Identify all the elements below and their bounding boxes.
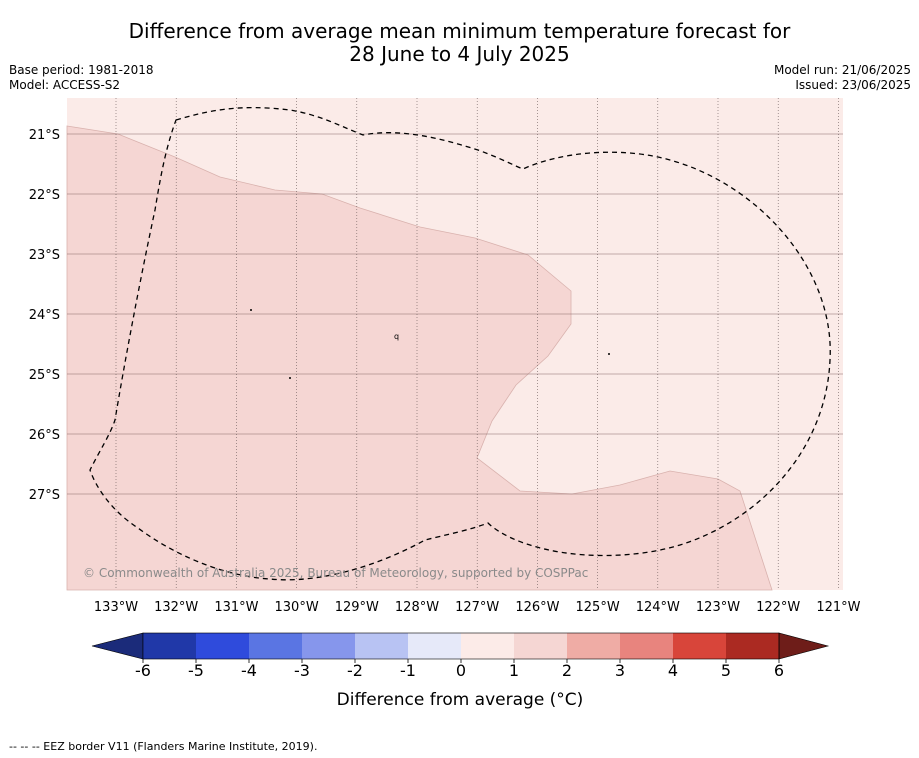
island-marker <box>289 377 291 379</box>
lon-tick-label: 122°W <box>756 600 800 615</box>
lat-tick-label: 24°S <box>29 308 60 323</box>
chart-title: Difference from average mean minimum tem… <box>0 20 919 66</box>
lon-tick-label: 131°W <box>214 600 258 615</box>
colorbar-swatch <box>620 633 673 659</box>
lat-tick-label: 26°S <box>29 428 60 443</box>
colorbar-swatch <box>567 633 620 659</box>
colorbar-tick-label: -6 <box>135 661 151 680</box>
colorbar-tick-label: -2 <box>347 661 363 680</box>
colorbar-tick-label: 5 <box>721 661 731 680</box>
colorbar-tick-label: -4 <box>241 661 257 680</box>
colorbar-tick-label: 4 <box>668 661 678 680</box>
title-line-1: Difference from average mean minimum tem… <box>128 19 791 43</box>
colorbar-tick-label: 6 <box>774 661 784 680</box>
lon-tick-label: 128°W <box>395 600 439 615</box>
eez-legend-note: -- -- -- EEZ border V11 (Flanders Marine… <box>9 740 318 753</box>
model-name: Model: ACCESS-S2 <box>9 78 121 92</box>
lon-tick-label: 129°W <box>335 600 379 615</box>
colorbar-swatch <box>355 633 408 659</box>
colorbar-tick-label: -1 <box>400 661 416 680</box>
colorbar-swatch <box>461 633 514 659</box>
colorbar-swatch <box>408 633 461 659</box>
colorbar-under-arrow <box>91 632 144 660</box>
colorbar-tick-label: 3 <box>615 661 625 680</box>
island-marker <box>608 353 610 355</box>
title-line-2: 28 June to 4 July 2025 <box>349 42 570 66</box>
lat-tick-label: 23°S <box>29 248 60 263</box>
colorbar-label: Difference from average (°C) <box>337 690 584 710</box>
lon-tick-label: 124°W <box>636 600 680 615</box>
latitude-labels: 21°S 22°S 23°S 24°S 25°S 26°S 27°S <box>29 128 60 503</box>
colorbar-tick-label: 1 <box>509 661 519 680</box>
lon-tick-label: 132°W <box>154 600 198 615</box>
colorbar-tick-label: 2 <box>562 661 572 680</box>
eez-border <box>89 106 831 581</box>
lon-tick-label: 123°W <box>696 600 740 615</box>
small-islands: q <box>250 309 610 379</box>
colorbar: -6 -5 -4 -3 -2 -1 0 1 2 3 4 5 6 <box>91 632 830 680</box>
copyright-text: © Commonwealth of Australia 2025, Bureau… <box>83 566 588 580</box>
colorbar-over-arrow <box>778 632 830 660</box>
issued-date: Issued: 23/06/2025 <box>795 78 911 92</box>
colorbar-tick-label: 0 <box>456 661 466 680</box>
base-period: Base period: 1981-2018 <box>9 63 154 77</box>
colorbar-tick-label: -3 <box>294 661 310 680</box>
longitude-labels: 133°W 132°W 131°W 130°W 129°W 128°W 127°W 126°W… <box>94 600 861 615</box>
lat-tick-label: 22°S <box>29 188 60 203</box>
lat-tick-label: 25°S <box>29 368 60 383</box>
colorbar-tick-label: -5 <box>188 661 204 680</box>
island-marker <box>250 309 252 311</box>
island-marker: q <box>394 332 399 341</box>
colorbar-swatch <box>249 633 302 659</box>
lon-tick-label: 125°W <box>576 600 620 615</box>
lon-tick-label: 127°W <box>455 600 499 615</box>
lon-tick-label: 126°W <box>515 600 559 615</box>
meta-left: Base period: 1981-2018 Model: ACCESS-S2 <box>9 63 154 93</box>
model-run: Model run: 21/06/2025 <box>773 63 911 77</box>
colorbar-swatch <box>143 633 196 659</box>
lon-tick-label: 130°W <box>275 600 319 615</box>
colorbar-swatch <box>673 633 726 659</box>
colorbar-swatch <box>196 633 249 659</box>
colorbar-swatch <box>726 633 779 659</box>
colorbar-swatch <box>514 633 567 659</box>
meta-right: Model run: 21/06/2025 Issued: 23/06/2025 <box>774 63 911 93</box>
lon-tick-label: 133°W <box>94 600 138 615</box>
lon-tick-label: 121°W <box>816 600 860 615</box>
lat-tick-label: 27°S <box>29 488 60 503</box>
colorbar-swatch <box>302 633 355 659</box>
lat-tick-label: 21°S <box>29 128 60 143</box>
